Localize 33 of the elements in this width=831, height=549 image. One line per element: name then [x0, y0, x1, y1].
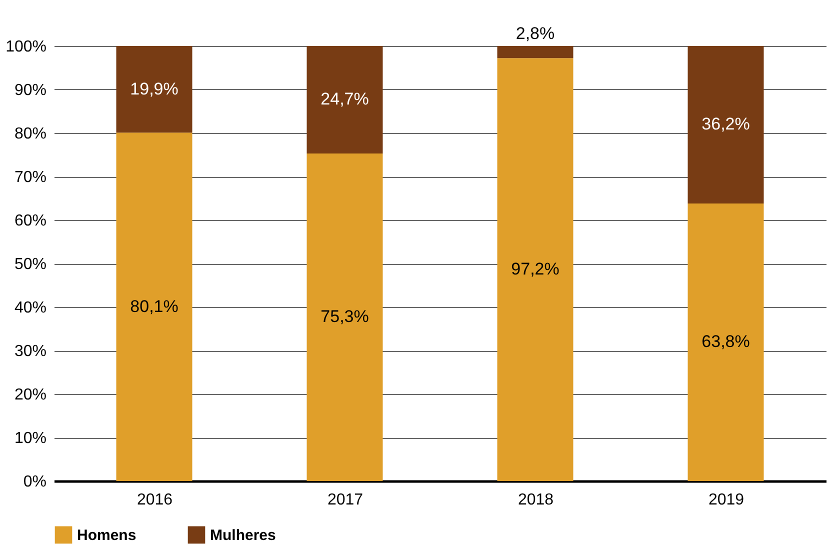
y-tick-label: 30% [14, 343, 46, 360]
y-tick-label: 20% [14, 386, 46, 404]
bar [688, 203, 764, 481]
data-label: 63,8% [702, 332, 750, 352]
data-label: 2,8% [516, 24, 555, 43]
y-tick-label: 70% [14, 169, 46, 186]
data-label: 75,3% [320, 307, 369, 326]
data-label: 80,1% [130, 296, 178, 316]
x-tick-label: 2017 [327, 492, 364, 508]
y-tick-label: 60% [14, 212, 46, 230]
bar [306, 46, 383, 154]
y-tick-label: 90% [14, 82, 46, 99]
bar [306, 153, 383, 481]
data-label: 24,7% [320, 90, 369, 109]
y-tick-label: 10% [14, 430, 46, 447]
bar [116, 132, 192, 481]
x-tick-label: 2019 [708, 492, 744, 508]
data-label: 97,2% [511, 260, 560, 279]
y-tick-label: 80% [14, 126, 46, 142]
y-tick-label: 0% [23, 474, 46, 490]
bar [497, 58, 574, 481]
x-tick-label: 2016 [136, 492, 173, 508]
y-tick-label: 50% [14, 256, 46, 273]
data-label: 36,2% [702, 114, 750, 134]
bar [497, 46, 574, 58]
bar [688, 46, 764, 204]
bar [116, 46, 192, 133]
legend-label: Mulheres [210, 526, 276, 544]
legend-label: Homens [77, 526, 136, 544]
y-tick-label: 40% [14, 300, 46, 316]
data-label: 19,9% [130, 79, 178, 98]
y-tick-label: 100% [6, 38, 46, 56]
x-tick-label: 2018 [518, 492, 554, 508]
